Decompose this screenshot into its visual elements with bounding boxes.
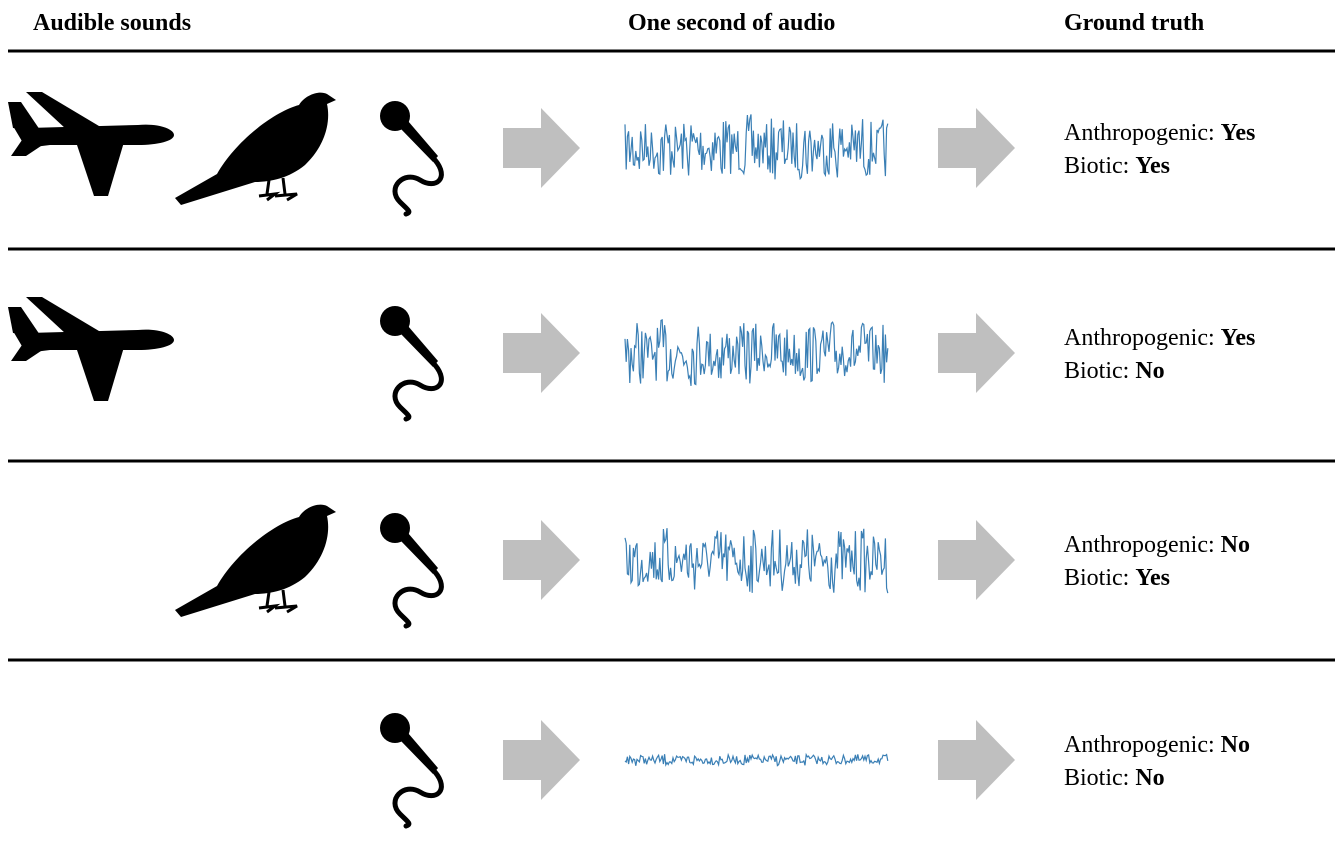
anthropogenic-line: Anthropogenic: No <box>1064 732 1250 758</box>
bird-icon <box>173 91 338 207</box>
arrow <box>503 520 580 600</box>
label: Biotic: <box>1064 565 1129 591</box>
value: No <box>1221 532 1250 558</box>
value: No <box>1135 765 1164 791</box>
arrow <box>503 108 580 188</box>
waveform <box>624 114 889 181</box>
waveform <box>624 319 889 386</box>
bird-icon <box>173 503 338 619</box>
column-header: One second of audio <box>628 10 835 36</box>
biotic-line: Biotic: Yes <box>1064 153 1170 179</box>
label: Biotic: <box>1064 153 1129 179</box>
anthropogenic-line: Anthropogenic: No <box>1064 532 1250 558</box>
value: Yes <box>1135 153 1170 179</box>
biotic-line: Biotic: No <box>1064 358 1165 384</box>
label: Biotic: <box>1064 358 1129 384</box>
plane-icon <box>8 92 174 196</box>
arrow <box>503 313 580 393</box>
value: No <box>1221 732 1250 758</box>
plane-icon <box>8 297 174 401</box>
label: Anthropogenic: <box>1064 120 1215 146</box>
anthropogenic-line: Anthropogenic: Yes <box>1064 325 1255 351</box>
arrow <box>503 720 580 800</box>
value: No <box>1135 358 1164 384</box>
value: Yes <box>1221 120 1256 146</box>
column-header: Audible sounds <box>33 10 191 36</box>
biotic-line: Biotic: No <box>1064 765 1165 791</box>
label: Biotic: <box>1064 765 1129 791</box>
label: Anthropogenic: <box>1064 732 1215 758</box>
microphone-icon <box>380 713 441 826</box>
column-header: Ground truth <box>1064 10 1204 36</box>
biotic-line: Biotic: Yes <box>1064 565 1170 591</box>
anthropogenic-line: Anthropogenic: Yes <box>1064 120 1255 146</box>
microphone-icon <box>380 101 441 214</box>
microphone-icon <box>380 306 441 419</box>
value: Yes <box>1135 565 1170 591</box>
label: Anthropogenic: <box>1064 325 1215 351</box>
arrow <box>938 108 1015 188</box>
value: Yes <box>1221 325 1256 351</box>
arrow <box>938 520 1015 600</box>
waveform <box>624 528 889 594</box>
arrow <box>938 313 1015 393</box>
waveform <box>624 752 889 768</box>
microphone-icon <box>380 513 441 626</box>
arrow <box>938 720 1015 800</box>
label: Anthropogenic: <box>1064 532 1215 558</box>
